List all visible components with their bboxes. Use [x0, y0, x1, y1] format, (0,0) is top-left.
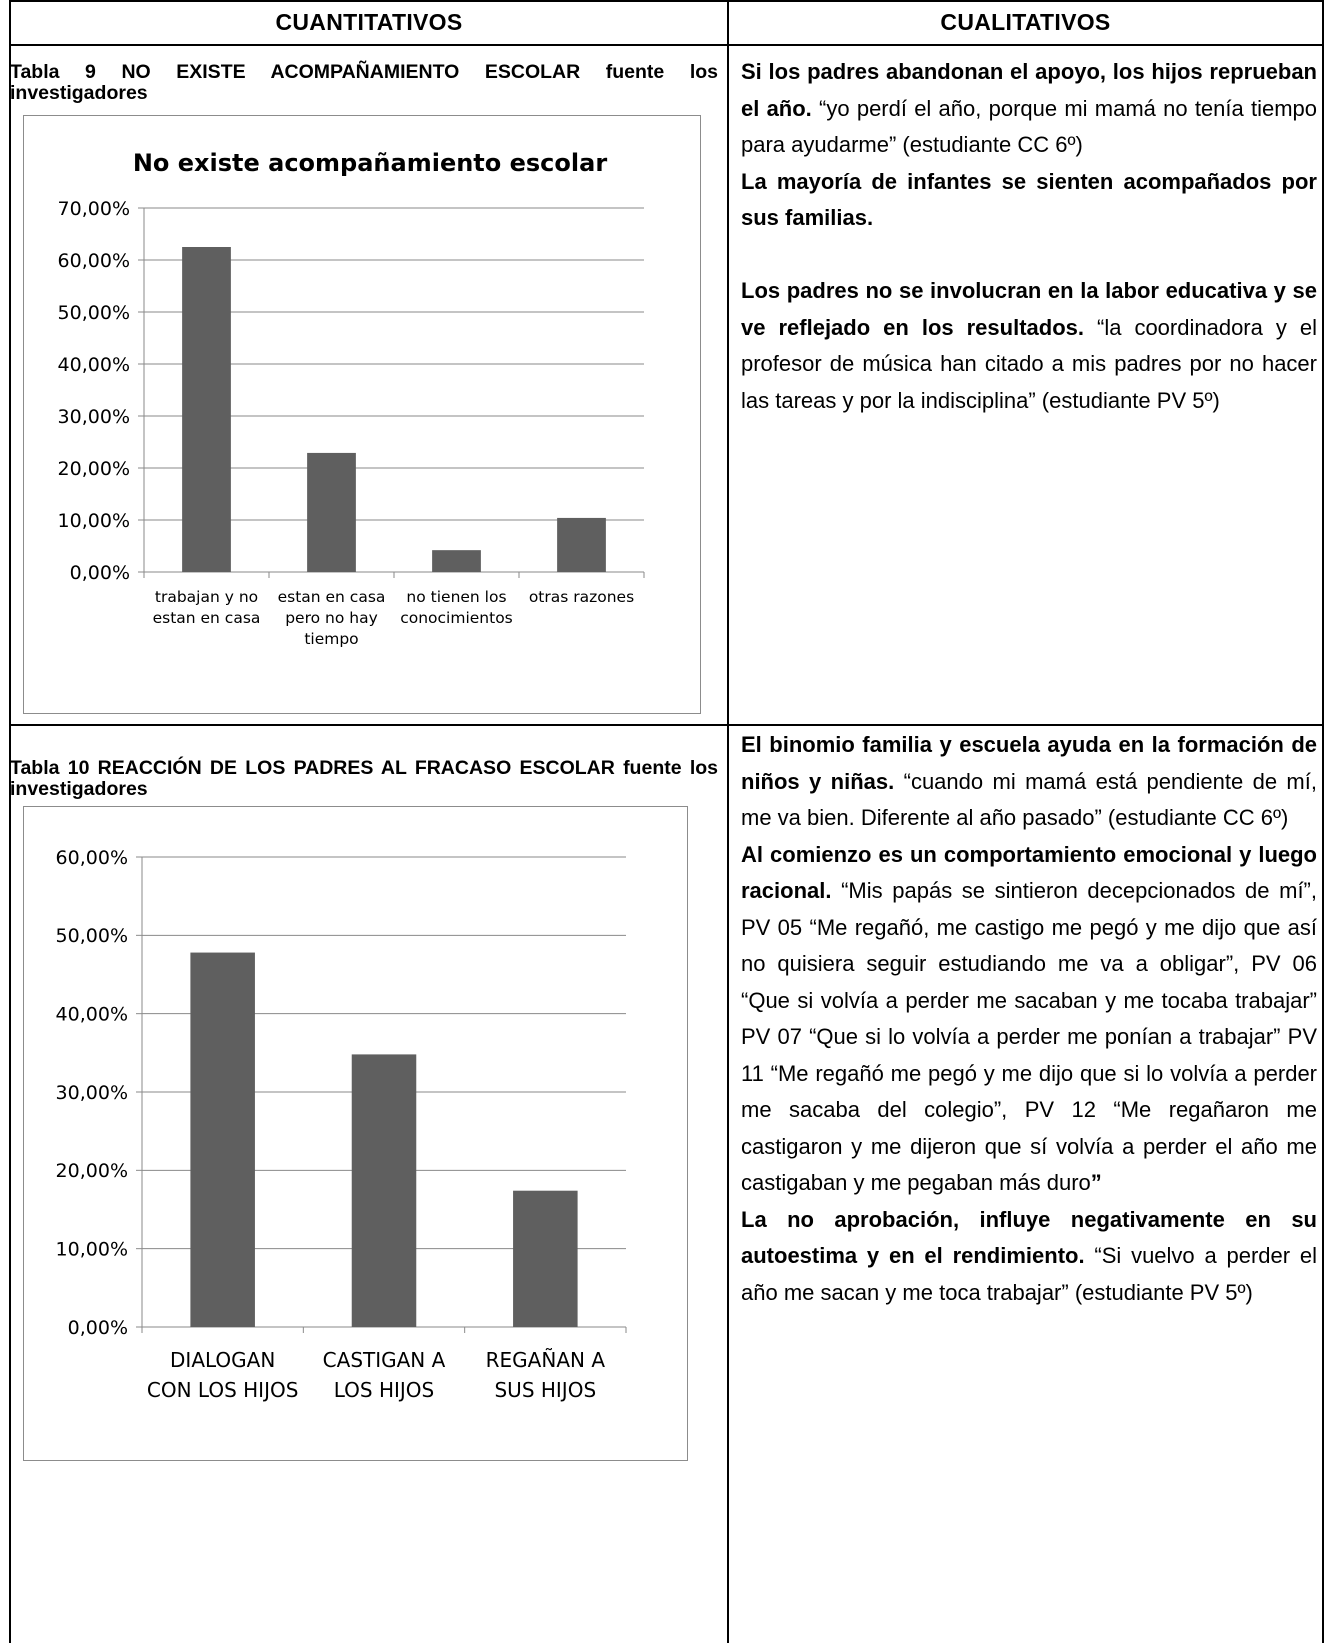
- y-tick-label: 60,00%: [58, 250, 130, 272]
- x-tick-label: DIALOGAN CON LOS HIJOS: [147, 1348, 299, 1402]
- qual2-bold1: El binomio familia y escuela ayuda en la…: [741, 732, 1317, 794]
- x-tick-label-line: otras razones: [529, 588, 634, 606]
- qual1-para1: Si los padres abandonan el apoyo, los hi…: [741, 54, 1317, 164]
- chart1-title: No existe acompañamiento escolar: [133, 149, 607, 177]
- qual1-blank: [741, 237, 1317, 274]
- y-tick-label: 50,00%: [56, 925, 128, 947]
- chart1-svg: No existe acompañamiento escolar 0,00% 10…: [58, 149, 645, 648]
- header-cuantitativos: CUANTITATIVOS: [275, 9, 463, 35]
- qual2-para3: La no aprobación, influye negativamente …: [741, 1202, 1317, 1312]
- qualitative-block-1: Si los padres abandonan el apoyo, los hi…: [741, 54, 1317, 419]
- y-tick-label: 0,00%: [70, 562, 130, 584]
- y-tick-label: 50,00%: [58, 302, 130, 324]
- y-tick-label: 70,00%: [58, 198, 130, 220]
- qual2-text1: “cuando mi mamá está pendiente de mí, me…: [741, 768, 1317, 831]
- qualitative-block-2: El binomio familia y escuela ayuda en la…: [741, 727, 1317, 1311]
- table-left-border: [9, 0, 11, 1643]
- qual1-para2: La mayoría de infantes se sienten acompa…: [741, 164, 1317, 237]
- x-tick-label-line: DIALOGAN: [170, 1348, 275, 1372]
- qual1-bold1: Si los padres abandonan el apoyo, los hi…: [741, 59, 1317, 121]
- x-tick-label-line: REGAÑAN A: [486, 1348, 606, 1372]
- y-tick-label: 10,00%: [58, 510, 130, 532]
- qual1-bold3: Los padres no se involucran en la labor …: [741, 278, 1317, 340]
- x-tick-label-line: LOS HIJOS: [334, 1378, 435, 1402]
- qual2-text2: “Mis papás se sintieron decepcionados de…: [741, 878, 1317, 1195]
- bar: [432, 550, 481, 572]
- bar: [557, 517, 606, 572]
- x-tick-label-line: tiempo: [304, 630, 358, 648]
- y-tick-label: 20,00%: [56, 1160, 128, 1182]
- qual2-text3: “Si vuelvo a perder el año me sacan y me…: [741, 1243, 1317, 1305]
- x-tick-label-line: pero no hay: [285, 609, 378, 627]
- qual2-para1: El binomio familia y escuela ayuda en la…: [741, 727, 1317, 837]
- y-tick-label: 60,00%: [56, 847, 128, 869]
- qual1-bold2: La mayoría de infantes se sienten acompa…: [741, 168, 1317, 231]
- bar: [190, 952, 255, 1327]
- header-bottom-border: [9, 44, 1324, 46]
- x-tick-label: otras razones: [529, 588, 634, 606]
- table10-caption: Tabla 10 REACCIÓN DE LOS PADRES AL FRACA…: [10, 757, 718, 800]
- x-tick-label-line: CON LOS HIJOS: [147, 1378, 299, 1402]
- y-tick-label: 0,00%: [68, 1317, 128, 1339]
- bar: [513, 1190, 578, 1327]
- bar: [182, 247, 231, 572]
- y-tick-label: 40,00%: [58, 354, 130, 376]
- table-right-border: [1322, 0, 1324, 1643]
- y-tick-label: 30,00%: [56, 1082, 128, 1104]
- x-tick-label: trabajan y no estan en casa: [153, 588, 261, 627]
- x-tick-label-line: SUS HIJOS: [494, 1378, 596, 1402]
- x-tick-label: CASTIGAN A LOS HIJOS: [323, 1348, 446, 1402]
- qual2-text2-end: ”: [1090, 1170, 1102, 1195]
- chart2-svg: 0,00% 10,00% 20,00% 30,00% 40,00% 50,00% 60,00…: [56, 847, 627, 1402]
- x-tick-label-line: no tienen los: [406, 588, 506, 606]
- column-divider: [727, 0, 729, 1643]
- qual1-text3: “la coordinadora y el profesor de música…: [741, 314, 1317, 413]
- x-tick-label: no tienen los conocimientos: [400, 588, 513, 627]
- qual2-bold3: La no aprobación, influye negativamente …: [741, 1206, 1317, 1269]
- qual1-para3: Los padres no se involucran en la labor …: [741, 273, 1317, 419]
- bar: [307, 452, 356, 572]
- y-tick-label: 30,00%: [58, 406, 130, 428]
- x-tick-label: REGAÑAN A SUS HIJOS: [486, 1348, 606, 1402]
- chart2-frame: 0,00% 10,00% 20,00% 30,00% 40,00% 50,00% 60,00…: [23, 806, 688, 1461]
- y-tick-label: 20,00%: [58, 458, 130, 480]
- x-tick-label-line: CASTIGAN A: [323, 1348, 446, 1372]
- table-top-border: [9, 0, 1324, 2]
- row-divider: [9, 724, 1324, 726]
- qual1-text1: “yo perdí el año, porque mi mamá no tení…: [741, 95, 1318, 158]
- x-tick-label: estan en casa pero no hay tiempo: [278, 588, 386, 648]
- table9-caption: Tabla 9 NO EXISTE ACOMPAÑAMIENTO ESCOLAR…: [10, 61, 718, 104]
- x-tick-label-line: conocimientos: [400, 609, 513, 627]
- header-cualitativos: CUALITATIVOS: [940, 9, 1111, 35]
- y-tick-label: 40,00%: [56, 1004, 128, 1026]
- y-tick-label: 10,00%: [56, 1239, 128, 1261]
- chart1-frame: No existe acompañamiento escolar 0,00% 10…: [23, 115, 701, 714]
- x-tick-label-line: estan en casa: [278, 588, 386, 606]
- qual2-para2: Al comienzo es un comportamiento emocion…: [741, 837, 1317, 1202]
- x-tick-label-line: estan en casa: [153, 609, 261, 627]
- qual2-bold2: Al comienzo es un comportamiento emocion…: [741, 841, 1317, 904]
- bar: [351, 1054, 417, 1327]
- x-tick-label-line: trabajan y no: [155, 588, 258, 606]
